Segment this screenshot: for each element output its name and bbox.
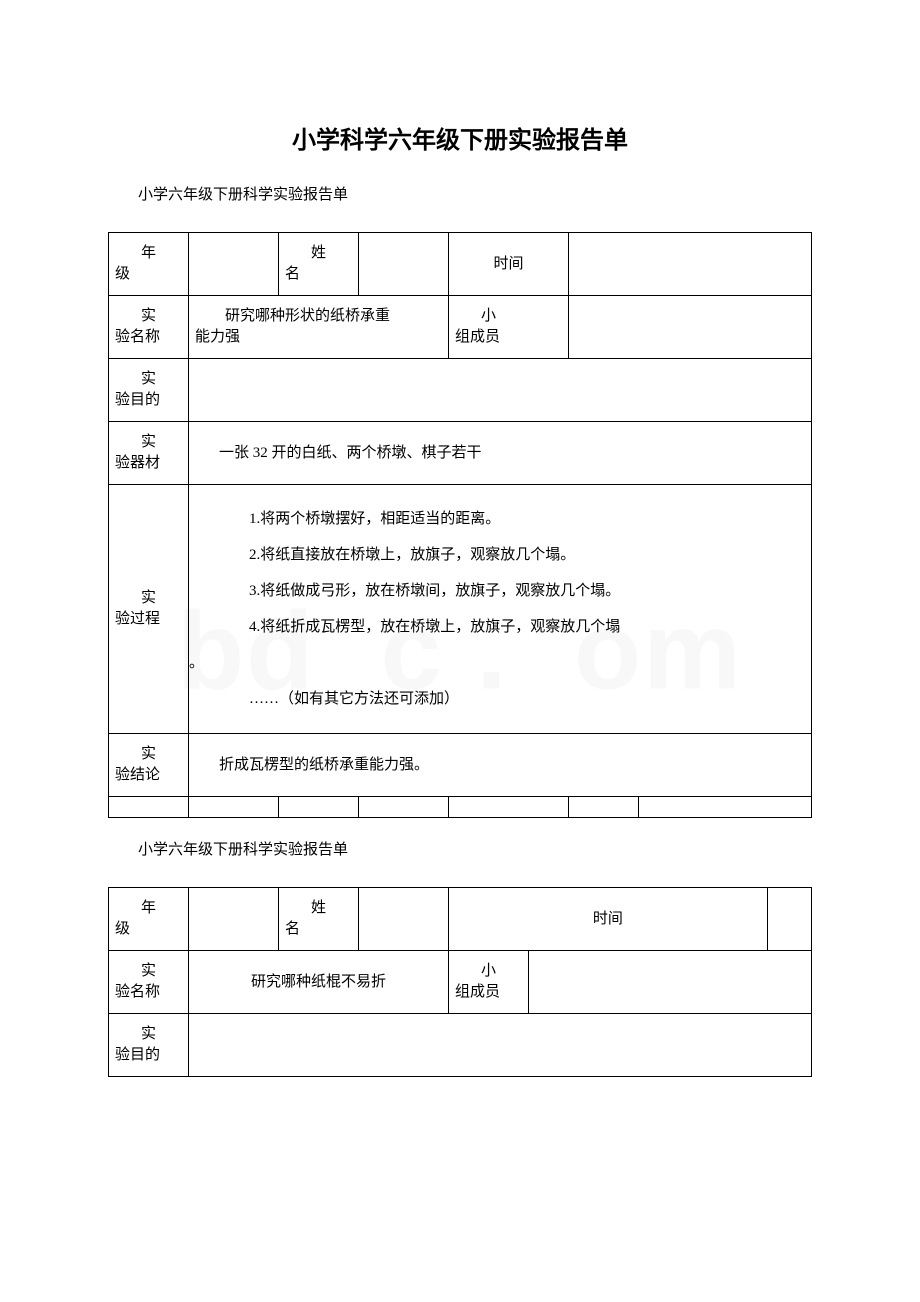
- exp-name-value: 研究哪种形状的纸桥承重能力强: [189, 296, 449, 359]
- name-label: 姓名: [279, 888, 359, 951]
- exp-name-label: 实验名称: [109, 951, 189, 1014]
- group-value: [529, 951, 812, 1014]
- conclusion-label: 实验结论: [109, 734, 189, 797]
- table-row: 年级 姓名 时间: [109, 233, 812, 296]
- time-label: 时间: [449, 888, 768, 951]
- table-row: 实验名称 研究哪种形状的纸桥承重能力强 小组成员: [109, 296, 812, 359]
- conclusion-value: 折成瓦楞型的纸桥承重能力强。: [189, 734, 812, 797]
- name-value: [359, 888, 449, 951]
- table-row: 实验过程 1.将两个桥墩摆好，相距适当的距离。 2.将纸直接放在桥墩上，放旗子，…: [109, 485, 812, 734]
- process-label: 实验过程: [109, 485, 189, 734]
- grade-value: [189, 233, 279, 296]
- time-value: [767, 888, 811, 951]
- time-label: 时间: [449, 233, 569, 296]
- purpose-label: 实验目的: [109, 1014, 189, 1077]
- subtitle-2: 小学六年级下册科学实验报告单: [138, 838, 812, 859]
- table-row: 实验器材 一张 32 开的白纸、两个桥墩、棋子若干: [109, 422, 812, 485]
- group-value: [569, 296, 812, 359]
- name-label: 姓名: [279, 233, 359, 296]
- equipment-value: 一张 32 开的白纸、两个桥墩、棋子若干: [189, 422, 812, 485]
- group-label: 小组成员: [449, 296, 569, 359]
- exp-name-value: 研究哪种纸棍不易折: [189, 951, 449, 1014]
- table-row: 实验目的: [109, 1014, 812, 1077]
- table-row: [109, 797, 812, 818]
- grade-label: 年级: [109, 233, 189, 296]
- table-row: 实验名称 研究哪种纸棍不易折 小组成员: [109, 951, 812, 1014]
- process-value: 1.将两个桥墩摆好，相距适当的距离。 2.将纸直接放在桥墩上，放旗子，观察放几个…: [189, 485, 812, 734]
- purpose-value: [189, 359, 812, 422]
- group-label: 小组成员: [449, 951, 529, 1014]
- experiment-table-2: 年级 姓名 时间 实验名称 研究哪种纸棍不易折 小组成员 实验目的: [108, 887, 812, 1077]
- name-value: [359, 233, 449, 296]
- exp-name-label: 实验名称: [109, 296, 189, 359]
- purpose-value: [189, 1014, 812, 1077]
- table-row: 年级 姓名 时间: [109, 888, 812, 951]
- grade-label: 年级: [109, 888, 189, 951]
- table-row: 实验目的: [109, 359, 812, 422]
- time-value: [569, 233, 812, 296]
- grade-value: [189, 888, 279, 951]
- page-title: 小学科学六年级下册实验报告单: [108, 120, 812, 155]
- experiment-table-1: 年级 姓名 时间 实验名称 研究哪种形状的纸桥承重能力强 小组成员 实验: [108, 232, 812, 818]
- equipment-label: 实验器材: [109, 422, 189, 485]
- purpose-label: 实验目的: [109, 359, 189, 422]
- subtitle-1: 小学六年级下册科学实验报告单: [138, 183, 812, 204]
- table-row: 实验结论 折成瓦楞型的纸桥承重能力强。: [109, 734, 812, 797]
